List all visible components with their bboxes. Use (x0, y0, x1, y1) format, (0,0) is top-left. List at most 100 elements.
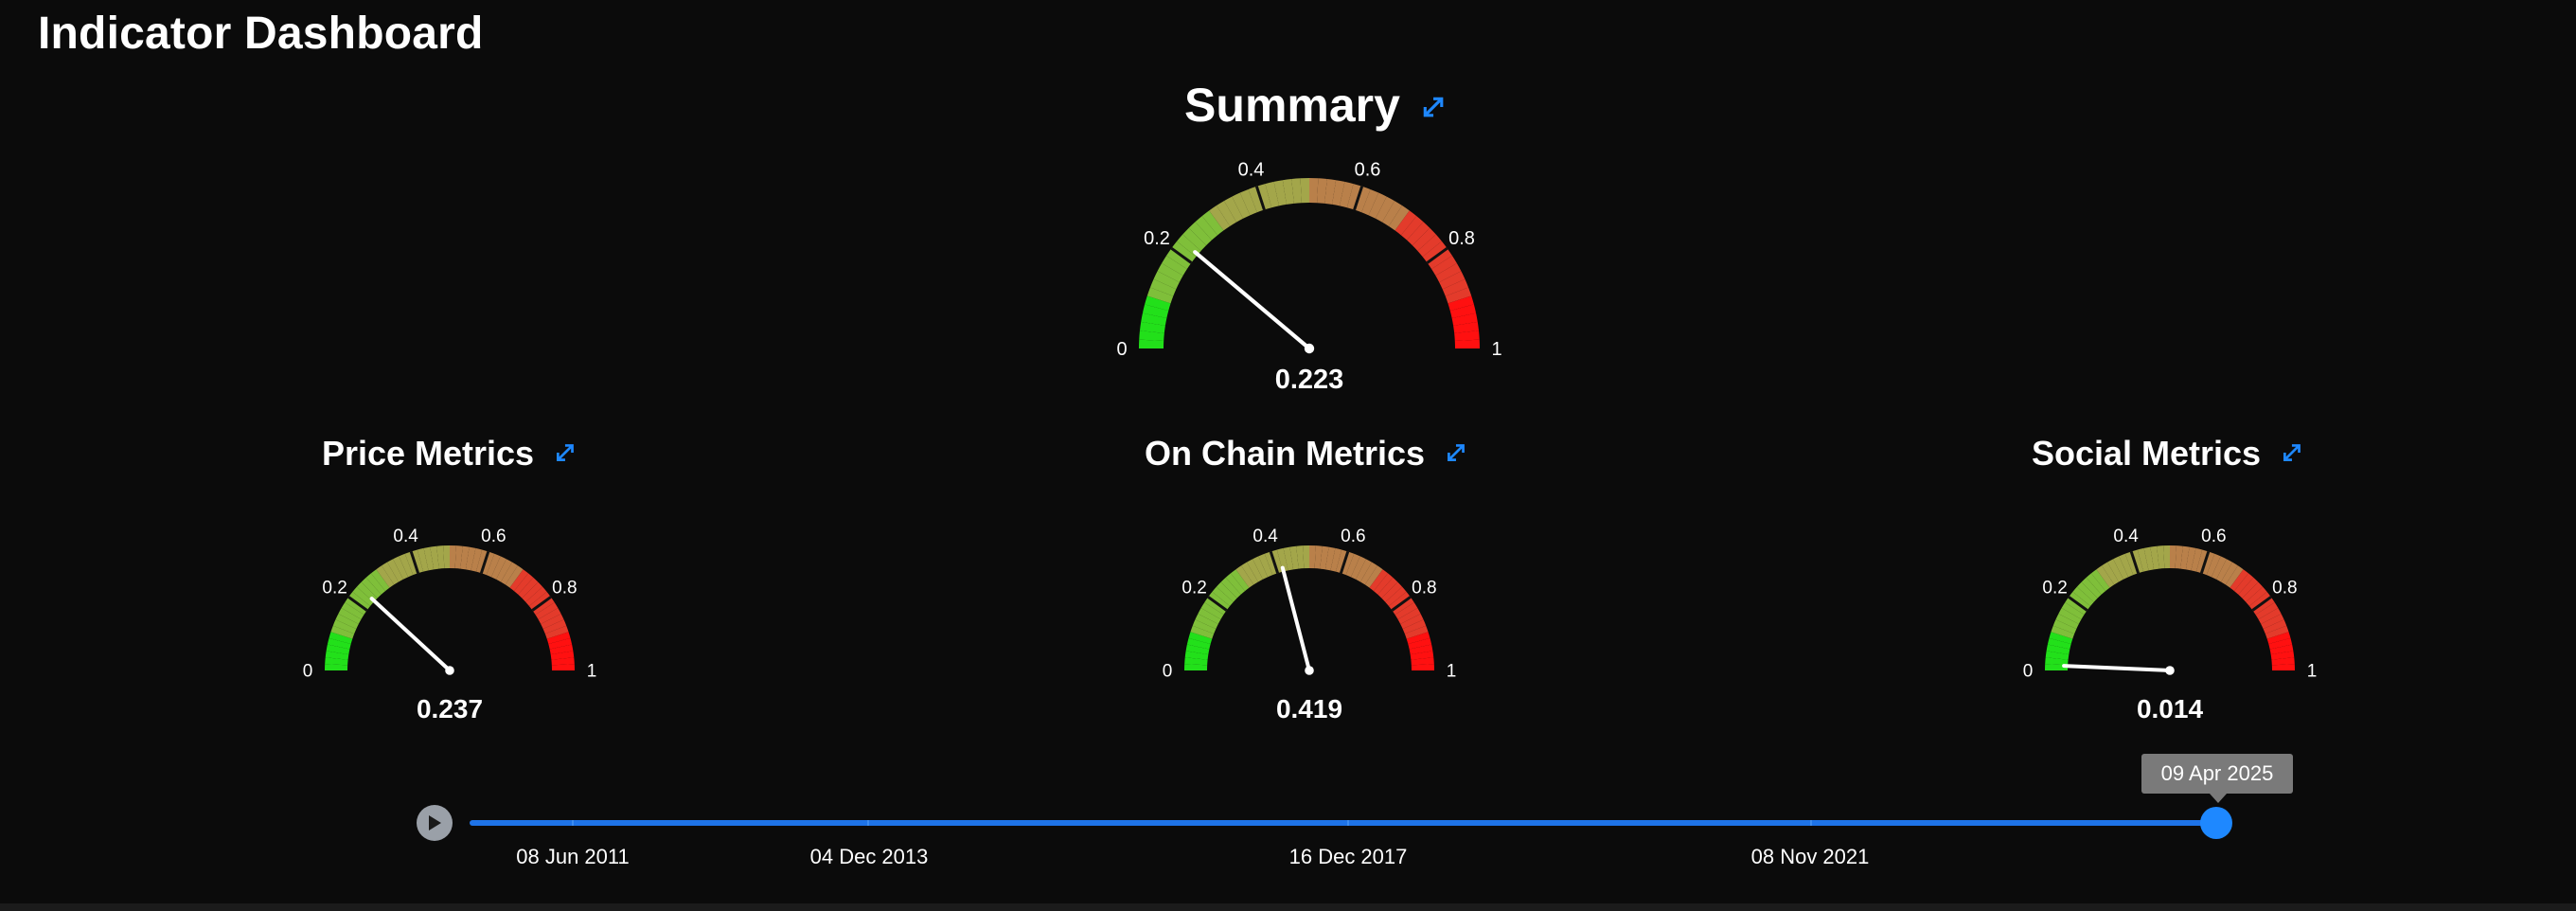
gauge-tick-mark (1353, 186, 1364, 211)
gauge-arc-segment (2045, 651, 2070, 660)
gauge-arc-segment (1324, 178, 1337, 205)
expand-arrows-icon[interactable] (1444, 434, 1468, 473)
gauge-tick-label: 0.4 (1238, 160, 1265, 181)
gauge-arc-segment (2047, 637, 2071, 650)
gauge-arc-segment (1395, 210, 1417, 236)
gauge-arc-segment (1330, 547, 1342, 572)
gauge-arc-segment (1247, 559, 1264, 582)
gauge-arc-segment (335, 614, 359, 630)
gauge-arc-segment (1412, 227, 1436, 252)
gauge-arc-segment (2086, 573, 2106, 595)
gauge-arc-segment (471, 547, 483, 572)
gauge-tick-label: 1 (587, 662, 597, 682)
gauge-arc-segment (1417, 234, 1442, 258)
onchain-metrics-header: On Chain Metrics (1145, 434, 1468, 473)
gauge-arc-segment (1289, 545, 1299, 570)
social-metrics-header: Social Metrics (2032, 434, 2304, 473)
gauge-arc-segment (1216, 581, 1237, 602)
gauge-arc-segment (1409, 644, 1433, 655)
gauge-arc-segment (2049, 632, 2073, 645)
gauge-arc-segment (2180, 545, 2190, 570)
gauge-arc-segment (1355, 559, 1372, 582)
gauge-arc-segment (341, 602, 364, 620)
gauge-arc-segment (1439, 271, 1466, 290)
gauge-arc-segment (2055, 614, 2079, 630)
play-button[interactable] (417, 805, 453, 841)
timeline-track[interactable] (470, 820, 2217, 826)
gauge-needle-hub (445, 666, 454, 675)
gauge-arc-segment (465, 546, 476, 571)
gauge-arc-segment (546, 632, 571, 645)
gauge-arc-segment (1368, 192, 1387, 219)
gauge-arc-segment (1252, 556, 1269, 580)
gauge-arc-segment (2102, 562, 2120, 585)
social-metrics-gauge: 0 0.2 0.4 0.6 0.8 1 0.014 (2023, 527, 2318, 723)
gauge-arc-segment (1225, 573, 1246, 595)
gauge-arc-segment (1345, 553, 1360, 578)
gauge-arc-segment (509, 569, 529, 592)
gauge-arc-segment (2261, 614, 2284, 630)
gauge-arc-segment (1385, 586, 1407, 607)
gauge-tick-label: 0.2 (1144, 228, 1170, 249)
gauge-tick-label: 0 (303, 662, 313, 682)
gauge-tick-label: 0.6 (481, 527, 506, 546)
gauge-arc-segment (2072, 586, 2094, 607)
gauge-arc-segment (1395, 602, 1418, 620)
gauge-arc-segment (1209, 205, 1231, 231)
gauge-tick-label: 0.8 (552, 578, 577, 598)
gauge-arc-segment (1177, 234, 1201, 258)
summary-header: Summary (1184, 78, 1448, 133)
summary-gauge: 0 0.2 0.4 0.6 0.8 1 0.223 (1116, 160, 1501, 395)
gauge-arc-segment (2150, 545, 2159, 570)
gauge-arc-segment (1200, 602, 1224, 620)
gauge-arc-segment (1145, 295, 1171, 312)
timeline-thumb[interactable] (2200, 807, 2232, 839)
timeline-tick (867, 820, 869, 826)
gauge-tick-mark (409, 550, 420, 574)
gauge-arc-segment (2052, 619, 2077, 634)
gauge-arc-segment (1445, 287, 1472, 304)
gauge-tick-label: 0 (2023, 662, 2034, 682)
gauge-arc-segment (1146, 287, 1174, 304)
gauge-arc-segment (1212, 586, 1234, 607)
gauge-arc-segment (1265, 181, 1280, 208)
gauge-needle (369, 597, 452, 672)
gauge-arc-segment (326, 644, 350, 655)
gauge-arc-segment (1157, 263, 1183, 283)
social-metrics-title: Social Metrics (2031, 434, 2262, 473)
gauge-arc-segment (2090, 569, 2110, 592)
gauge-tick-label: 0.2 (2042, 578, 2067, 598)
expand-arrows-icon[interactable] (1419, 78, 1448, 133)
gauge-arc-segment (2265, 625, 2289, 639)
timeline-tick (1347, 820, 1349, 826)
gauge-arc-segment (1364, 565, 1383, 588)
gauge-tick-mark (1170, 246, 1193, 264)
gauge-arc-segment (513, 573, 534, 595)
gauge-tick-label: 0.8 (1448, 228, 1475, 249)
page-title: Indicator Dashboard (38, 9, 484, 59)
gauge-arc-segment (399, 553, 414, 578)
timeline-slider: 09 Apr 2025 08 Jun 2011 04 Dec 2013 16 D… (0, 739, 2576, 881)
gauge-arc-segment (1402, 619, 1427, 634)
gauge-needle-hub (1304, 343, 1315, 354)
gauge-arc-segment (2061, 602, 2085, 620)
expand-arrows-icon[interactable] (2280, 434, 2304, 473)
expand-arrows-icon[interactable] (553, 434, 577, 473)
gauge-value: 0.014 (2137, 694, 2203, 723)
gauge-arc-segment (1454, 330, 1480, 342)
gauge-arc-segment (2255, 602, 2279, 620)
gauge-tick-mark (1391, 596, 1412, 612)
gauge-arc-segment (1361, 188, 1379, 216)
gauge-arc-segment (1149, 278, 1177, 296)
gauge-arc-segment (370, 569, 390, 592)
gauge-arc-segment (2263, 619, 2287, 634)
gauge-arc-segment (1435, 263, 1462, 283)
gauge-arc-segment (1381, 201, 1403, 226)
timeline-date-label: 08 Nov 2021 (1750, 845, 1870, 868)
play-icon (429, 815, 441, 831)
gauge-arc-segment (505, 565, 524, 588)
gauge-arc-segment (1410, 651, 1434, 660)
timeline-date-label: 04 Dec 2013 (809, 845, 929, 868)
gauge-tick-mark (2068, 596, 2088, 612)
gauge-arc-segment (329, 632, 353, 645)
